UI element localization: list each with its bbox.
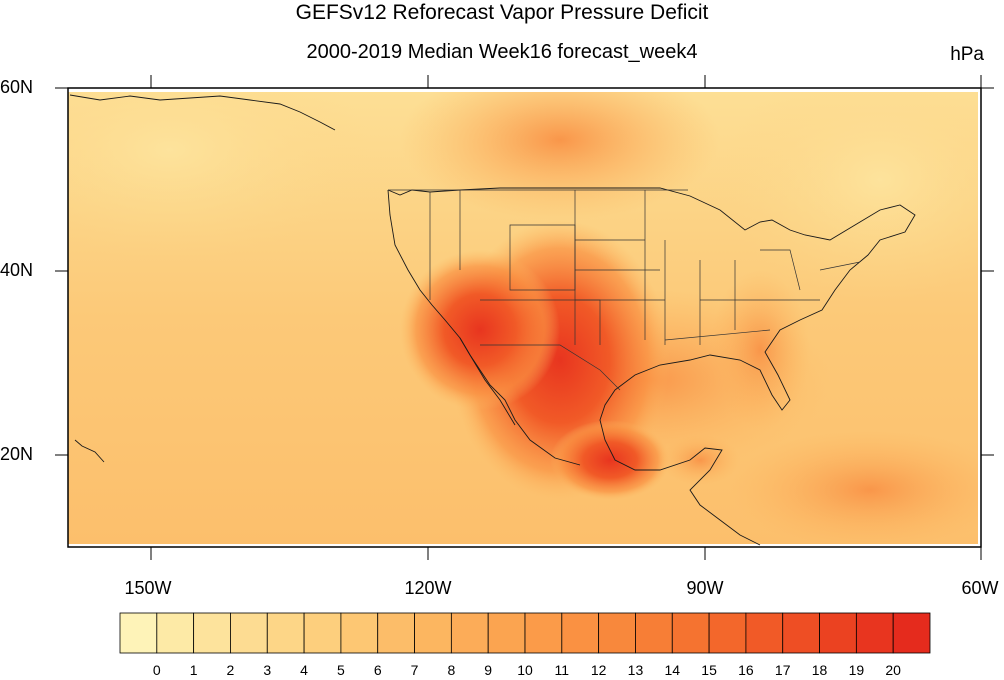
colorbar-swatch bbox=[524, 612, 563, 654]
colorbar-swatch bbox=[635, 612, 673, 654]
vpd-field bbox=[68, 92, 978, 544]
colorbar-swatch bbox=[414, 612, 452, 654]
colorbar-tick-label: 12 bbox=[590, 662, 607, 678]
colorbar-tick-label: 15 bbox=[701, 662, 717, 678]
colorbar-swatch bbox=[340, 612, 379, 654]
colorbar-tick-label: 5 bbox=[337, 662, 345, 678]
colorbar-tick-label: 8 bbox=[447, 662, 456, 678]
colorbar bbox=[119, 612, 931, 654]
colorbar-swatch bbox=[745, 612, 784, 654]
lon-label-150w: 150W bbox=[124, 578, 172, 598]
colorbar-swatch bbox=[561, 612, 600, 654]
colorbar-swatch bbox=[598, 612, 636, 654]
colorbar-tick-label: 3 bbox=[263, 662, 272, 678]
colorbar-swatch bbox=[487, 612, 526, 654]
lon-label-60w: 60W bbox=[961, 578, 999, 598]
colorbar-tick-label: 1 bbox=[189, 662, 198, 678]
plot-title: GEFSv12 Reforecast Vapor Pressure Defici… bbox=[295, 1, 709, 24]
colorbar-tick-label: 6 bbox=[373, 662, 382, 678]
units-label: hPa bbox=[950, 44, 984, 65]
axis-ticks bbox=[55, 75, 994, 560]
colorbar-swatch bbox=[708, 612, 747, 654]
lat-label-60n: 60N bbox=[0, 77, 34, 97]
political-borders bbox=[388, 189, 861, 391]
colorbar-swatch bbox=[230, 612, 268, 654]
colorbar-tick-label: 19 bbox=[848, 662, 865, 678]
lon-label-120w: 120W bbox=[404, 578, 452, 598]
colorbar-swatch bbox=[266, 612, 305, 654]
lon-label-90w: 90W bbox=[686, 578, 724, 598]
colorbar-tick-label: 7 bbox=[410, 662, 419, 678]
colorbar-swatch bbox=[450, 612, 489, 654]
colorbar-tick-label: 11 bbox=[554, 662, 570, 678]
colorbar-swatch bbox=[193, 612, 231, 654]
colorbar-tick-label: 14 bbox=[664, 662, 681, 678]
colorbar-tick-label: 2 bbox=[226, 662, 235, 678]
colorbar-swatch bbox=[671, 612, 710, 654]
coastlines bbox=[69, 94, 916, 546]
plot-subtitle: 2000-2019 Median Week16 forecast_week4 bbox=[306, 41, 698, 63]
colorbar-swatch bbox=[819, 612, 857, 654]
colorbar-tick-label: 4 bbox=[300, 662, 308, 678]
lat-label-20n: 20N bbox=[0, 444, 34, 464]
lat-label-40n: 40N bbox=[0, 260, 34, 280]
colorbar-tick-label: 0 bbox=[152, 662, 161, 678]
colorbar-swatch bbox=[303, 612, 342, 654]
colorbar-swatch bbox=[377, 612, 415, 654]
colorbar-swatch bbox=[782, 612, 820, 654]
plot-frame bbox=[67, 87, 982, 548]
colorbar-tick-label: 13 bbox=[627, 662, 644, 678]
colorbar-tick-label: 10 bbox=[517, 662, 533, 678]
colorbar-swatch bbox=[892, 612, 931, 654]
colorbar-swatch bbox=[855, 612, 894, 654]
colorbar-tick-label: 17 bbox=[774, 662, 791, 678]
colorbar-tick-label: 9 bbox=[484, 662, 493, 678]
colorbar-tick-label: 18 bbox=[811, 662, 828, 678]
colorbar-tick-label: 16 bbox=[738, 662, 754, 678]
colorbar-tick-label: 20 bbox=[885, 662, 901, 678]
colorbar-swatch bbox=[156, 612, 195, 654]
colorbar-swatch bbox=[119, 612, 158, 654]
